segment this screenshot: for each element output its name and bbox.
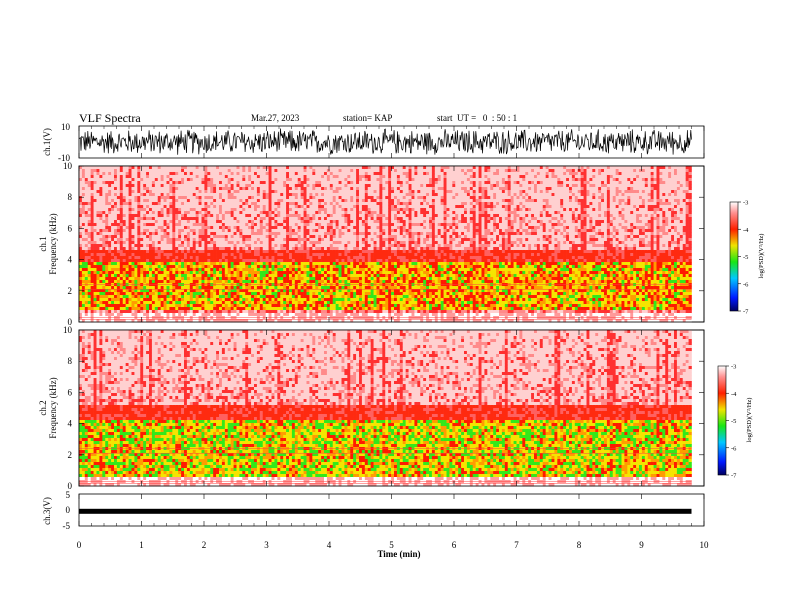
colorbar-tick-label: -6	[743, 281, 749, 288]
time-tick-label: 2	[202, 540, 207, 550]
spec-ytick-label: 8	[68, 356, 73, 366]
time-axis: 0 1 2 3 4 5 6 7 8 9 10	[77, 126, 709, 550]
ch2-colorbar-label: log(PSD)(V²/Hz)	[746, 398, 753, 443]
ch3-ylabel: ch.3(V)	[42, 497, 52, 525]
spec-ytick-label: 4	[68, 255, 73, 265]
spec-ytick-label: 0	[68, 481, 73, 491]
ch1-colorbar-scale	[729, 201, 739, 312]
station-label: station= KAP	[343, 113, 392, 123]
ch1-spectrogram-panel: 0 2 4 6 8 10 ch.1 Frequency (kHz)	[38, 161, 705, 327]
spec-ytick-label: 6	[68, 223, 73, 233]
time-tick-label: 4	[327, 540, 332, 550]
colorbar-tick-label: -4	[743, 227, 749, 234]
spec-ytick-label: 8	[68, 192, 73, 202]
time-tick-label: 9	[639, 540, 644, 550]
ch2-colorbar: -3 -4 -5 -6 -7 log(PSD)(V²/Hz)	[717, 364, 753, 480]
spec-ytick-label: 0	[68, 317, 73, 327]
ch3-ytick-top: 5	[66, 490, 71, 500]
date-label: Mar.27, 2023	[251, 113, 299, 123]
ch2-spec-ylabel-line2: Frequency (kHz)	[48, 377, 58, 438]
time-tick-label: 3	[264, 540, 269, 550]
ch1-colorbar: -3 -4 -5 -6 -7 log(PSD)(V²/Hz)	[729, 200, 765, 316]
ch2-spec-ylabel-line1: ch.2	[38, 400, 48, 415]
colorbar-tick-label: -7	[731, 473, 737, 480]
ch1-waveform-line	[78, 128, 692, 155]
spec-ytick-label: 10	[63, 161, 73, 171]
time-tick-label: 10	[700, 540, 710, 550]
time-tick-label: 8	[577, 540, 582, 550]
colorbar-tick-label: -7	[743, 309, 749, 316]
time-tick-label: 0	[77, 540, 82, 550]
colorbar-tick-label: -3	[731, 364, 736, 371]
ch1-spec-ylabel-line1: ch.1	[38, 236, 48, 251]
spec-ytick-label: 6	[68, 387, 73, 397]
ch1-ytick-top: 10	[61, 122, 71, 132]
time-tick-label: 5	[389, 540, 394, 550]
ch1-spec-ylabel-line2: Frequency (kHz)	[48, 213, 58, 274]
ch3-ytick-bottom: -5	[63, 521, 71, 531]
colorbar-tick-label: -3	[743, 200, 748, 207]
ch1-spectrogram-image	[78, 165, 705, 323]
spec-ytick-label: 10	[63, 325, 73, 335]
start-time-label: start UT = 0 : 50 : 1	[437, 113, 517, 123]
time-tick-label: 1	[139, 540, 144, 550]
colorbar-tick-label: -6	[731, 445, 737, 452]
ch3-waveform-panel: 5 0 -5 ch.3(V)	[42, 490, 705, 531]
ch1-waveform-trace	[78, 128, 692, 155]
spec-ytick-label: 4	[68, 419, 73, 429]
ch2-spectrogram-image	[78, 329, 705, 487]
colorbar-tick-label: -5	[731, 418, 736, 425]
time-tick-label: 6	[452, 540, 457, 550]
ch2-spectrogram-panel: 0 2 4 6 8 10 ch.2 Frequency (kHz)	[38, 325, 705, 491]
spec-ytick-label: 2	[68, 450, 73, 460]
ch3-waveform-trace	[79, 508, 692, 514]
colorbar-tick-label: -5	[743, 254, 748, 261]
figure-title: VLF Spectra	[79, 111, 141, 126]
ch1-colorbar-label: log(PSD)(V²/Hz)	[758, 234, 765, 279]
ch3-ytick-mid: 0	[66, 505, 71, 515]
time-axis-label: Time (min)	[377, 549, 420, 559]
ch1-ylabel: ch.1(V)	[42, 128, 52, 156]
time-tick-label: 7	[514, 540, 519, 550]
spec-ytick-label: 2	[68, 286, 73, 296]
ch2-colorbar-scale	[717, 365, 727, 476]
colorbar-tick-label: -4	[731, 391, 737, 398]
ch1-ytick-bottom: -10	[58, 153, 70, 163]
